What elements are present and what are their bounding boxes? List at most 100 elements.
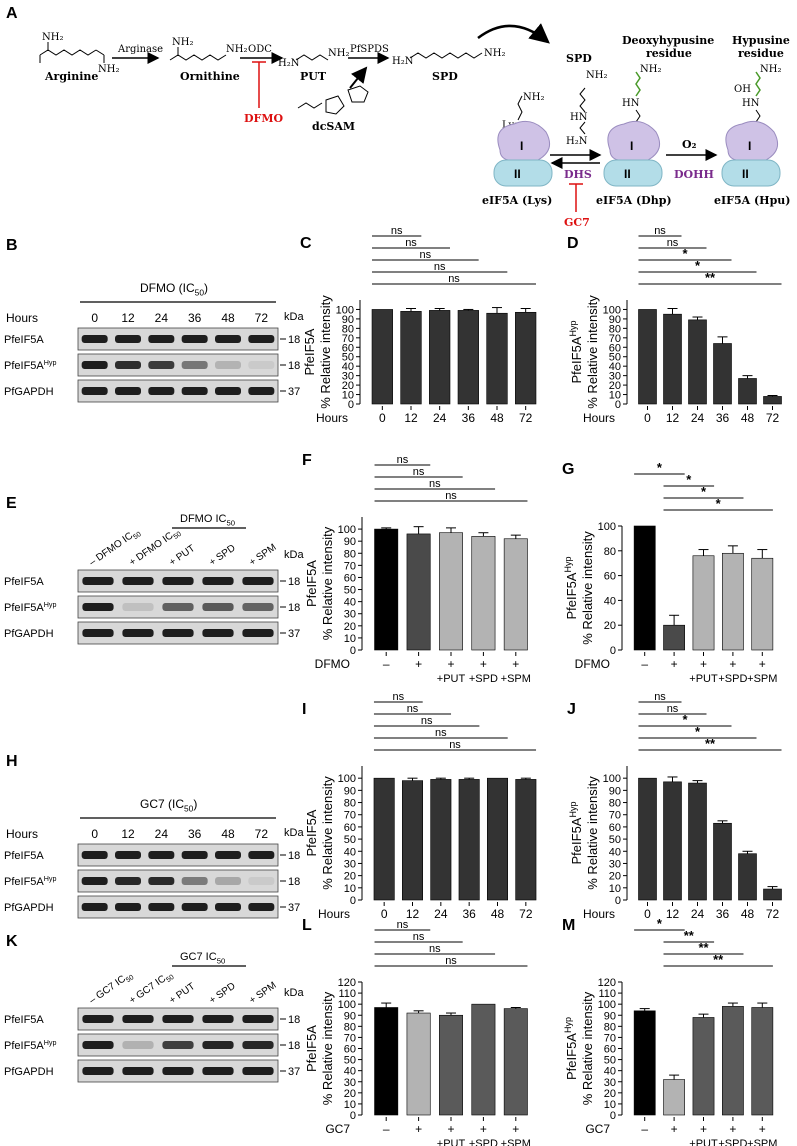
y-tick-label: 80: [604, 1021, 616, 1033]
x-subcategory-label: +SPM: [747, 673, 777, 685]
ornithine-structure: [169, 47, 227, 61]
significance-label: ns: [413, 466, 425, 478]
x-subcategory-label: +PUT: [437, 1138, 466, 1146]
dcsam-label: dcSAM: [312, 120, 355, 133]
x-tick-label: 36: [462, 411, 476, 425]
y-axis-label-protein-main: PfeIF5A: [564, 1033, 579, 1080]
blot-lane-label: 48: [221, 311, 235, 325]
blot-band: [162, 629, 194, 637]
significance-label: **: [705, 736, 716, 751]
put-nh2: NH₂: [328, 48, 349, 59]
blot-row-label-main: PfGAPDH: [4, 1066, 54, 1078]
spd-label: SPD: [432, 70, 458, 83]
blot-band: [122, 1015, 154, 1023]
dhp-domain-ii-label: II: [624, 167, 631, 181]
x-tick-label: 24: [433, 411, 447, 425]
x-tick-label: 48: [741, 907, 755, 921]
blot-row-label: PfeIF5A: [4, 334, 44, 346]
bar: [371, 309, 393, 405]
blot-band: [148, 877, 175, 885]
bar: [458, 779, 480, 901]
bar: [406, 533, 431, 651]
significance-label: *: [716, 496, 722, 511]
x-tick-label: –: [641, 1122, 648, 1136]
bar: [471, 1003, 496, 1116]
arginine-nh2: NH₂: [42, 32, 63, 43]
x-subcategory-label: +SPD: [718, 1138, 747, 1146]
y-tick-label: 50: [344, 585, 356, 597]
bar: [751, 557, 774, 651]
bar: [763, 396, 782, 405]
y-tick-label: 70: [344, 810, 356, 822]
significance-label: ns: [407, 703, 419, 715]
bar: [663, 624, 685, 651]
blot-lane-label: 72: [255, 311, 269, 325]
bar: [633, 525, 656, 651]
blot-band: [181, 335, 208, 343]
blot-band: [122, 603, 154, 611]
x-subcategory-label: +SPM: [501, 1138, 531, 1146]
panel-label-d: D: [567, 235, 579, 252]
x-tick-label: +: [729, 657, 736, 671]
blot-band: [122, 629, 154, 637]
significance-label: ns: [435, 727, 447, 739]
y-axis-label-protein: PfeIF5A: [302, 328, 317, 375]
dohh-label: DOHH: [674, 168, 714, 181]
blot-treatment-k: GC7 IC50: [180, 951, 225, 965]
y-tick-label: 30: [609, 371, 621, 383]
y-tick-label: 90: [604, 1010, 616, 1022]
blot-lane-label-main: + SPM: [247, 542, 278, 568]
blot-lane-label: + SPD: [207, 981, 237, 1007]
y-tick-label: 40: [344, 1066, 356, 1078]
y-tick-label: 80: [344, 798, 356, 810]
x-subcategory-label: +SPD: [469, 673, 498, 685]
blot-row-label-main: PfGAPDH: [4, 386, 54, 398]
y-tick-label: 100: [338, 773, 356, 785]
blot-kda-value: 37: [288, 1066, 300, 1078]
y-tick-label: 20: [609, 380, 621, 392]
blot-lane-label: 24: [155, 827, 169, 841]
y-tick-label: 70: [604, 1032, 616, 1044]
x-tick-label: –: [383, 1122, 390, 1136]
bar: [401, 780, 423, 901]
y-tick-label: 10: [609, 883, 621, 895]
blot-kda-value: 18: [288, 850, 300, 862]
y-tick-label: 120: [338, 977, 356, 989]
y-tick-label: 90: [342, 314, 354, 326]
bar: [692, 1017, 715, 1116]
panel-label-e: E: [6, 495, 17, 512]
dhp-domain-i: [607, 120, 661, 161]
blot-kda-value: 37: [288, 628, 300, 640]
significance-label: ns: [391, 225, 403, 237]
blot-lane-label: + SPM: [247, 980, 278, 1006]
bar: [722, 552, 744, 651]
y-tick-label: 40: [344, 846, 356, 858]
y-tick-label: 20: [604, 620, 616, 632]
pfspds-label: PfSPDS: [350, 44, 389, 55]
hpu-nh2: NH₂: [760, 64, 781, 75]
y-tick-label: 10: [344, 1099, 356, 1111]
blot-hours-header: Hours: [6, 311, 38, 325]
put-structure: [295, 54, 329, 61]
bar: [429, 310, 451, 405]
spd-structure: [409, 52, 483, 59]
x-tick-label: 48: [491, 907, 505, 921]
blot-lane-label: + SPD: [207, 543, 237, 569]
blot-lane-label: 12: [121, 827, 135, 841]
blot-lane-label-main: + SPD: [207, 981, 237, 1007]
y-tick-label: 40: [609, 361, 621, 373]
spd-h2n: H₂N: [392, 56, 414, 67]
y-tick-label: 10: [609, 390, 621, 402]
y-tick-label: 40: [609, 846, 621, 858]
y-axis-label-protein: PfeIF5AHyp: [563, 1017, 579, 1080]
x-tick-label: +: [512, 1122, 519, 1136]
blot-band: [242, 577, 274, 585]
blot-band: [181, 877, 208, 885]
x-axis-label: DFMO: [315, 657, 350, 671]
blot-band: [115, 851, 141, 859]
eif-lys-label: eIF5A (Lys): [482, 194, 552, 207]
blot-band: [115, 877, 141, 885]
significance-label: ns: [421, 715, 433, 727]
